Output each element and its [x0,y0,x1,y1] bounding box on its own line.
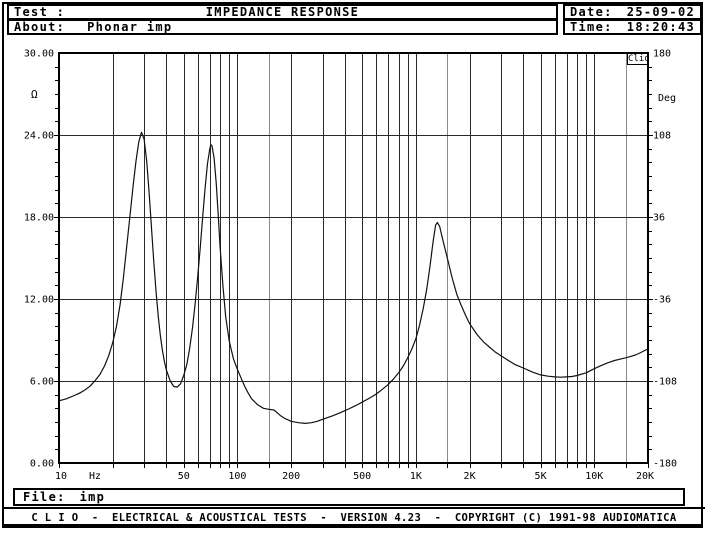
y-right-tick-label: -36 [653,295,671,306]
x-tick-label: 2K [464,471,476,482]
x-tick-label: 200 [282,471,300,482]
deg-unit-label: Deg [658,93,677,104]
y-left-tick-label: 18.00 [24,213,54,224]
y-left-tick-label: 30.00 [24,49,54,60]
time-label: Time: [570,20,613,34]
impedance-curve [58,131,649,424]
y-right-tick-label: -108 [653,377,677,388]
x-axis-unit-label: Hz [89,471,101,482]
plot-border [58,52,649,464]
about-value: Phonar imp [87,20,173,34]
y-right-tick-label: 108 [653,131,671,142]
footer-divider [2,507,705,509]
about-header-box: About: Phonar imp [7,19,558,35]
x-tick-label: 1K [410,471,422,482]
clio-badge: Clio [627,53,650,65]
y-left-tick-label: 24.00 [24,131,54,142]
y-right-tick-label: -180 [653,459,677,470]
x-tick-label: 50 [178,471,190,482]
x-tick-label: 10K [585,471,603,482]
footer-bar: C L I O - ELECTRICAL & ACOUSTICAL TESTS … [4,510,704,526]
time-box: Time: 18:20:43 [563,19,702,35]
x-tick-label: 20K [636,471,654,482]
x-tick-label: 100 [228,471,246,482]
y-left-tick-label: 12.00 [24,295,54,306]
footer-text: C L I O - ELECTRICAL & ACOUSTICAL TESTS … [31,512,677,524]
x-tick-label: 10 [55,471,67,482]
x-tick-label: 500 [353,471,371,482]
y-right-tick-label: 36 [653,213,665,224]
time-value: 18:20:43 [626,20,695,34]
y-left-tick-label: 0.00 [30,459,54,470]
ohm-unit-label: Ω [31,88,38,101]
file-label: File: [23,490,66,504]
date-value: 25-09-02 [626,5,695,19]
date-box: Date: 25-09-02 [563,4,702,20]
y-left-tick-label: 6.00 [30,377,54,388]
test-label: Test : [14,5,66,19]
date-label: Date: [570,5,613,19]
about-label: About: [14,20,66,34]
x-tick-label: 5K [535,471,547,482]
y-right-tick-label: 180 [653,49,671,60]
file-box: File: imp [13,488,685,506]
file-value: imp [79,490,106,504]
page-title: IMPEDANCE RESPONSE [205,5,360,19]
